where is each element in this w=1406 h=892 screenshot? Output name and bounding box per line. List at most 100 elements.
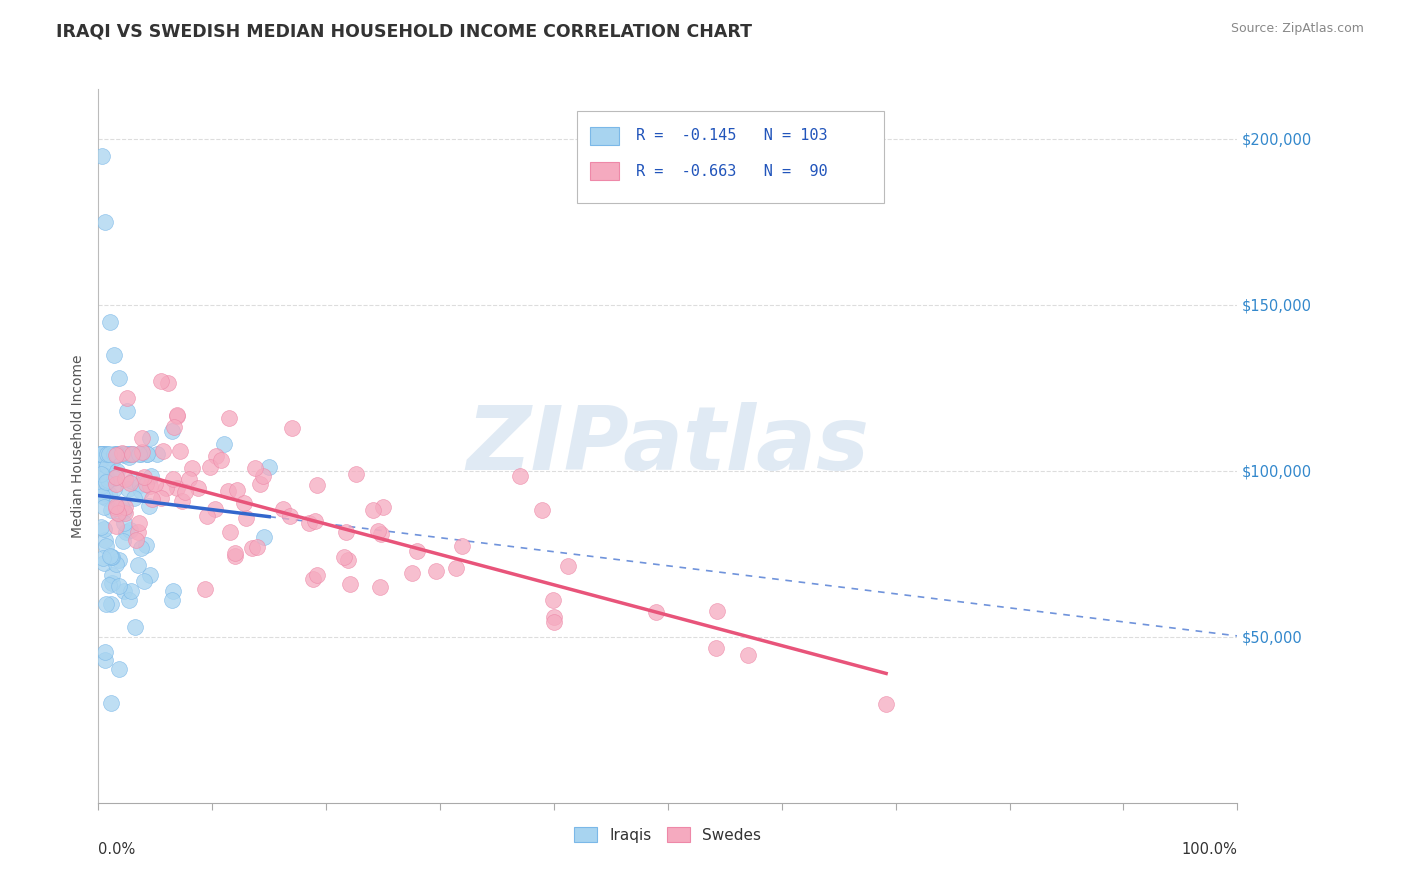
Point — [100, 503, 122, 517]
Point — [169, 444, 191, 458]
Point — [94, 491, 117, 506]
Point — [252, 530, 274, 544]
Point — [187, 481, 209, 495]
Point — [336, 553, 359, 567]
Point — [104, 470, 127, 484]
Point — [135, 476, 157, 491]
Point — [93, 522, 115, 536]
Point — [149, 491, 172, 505]
Point — [91, 550, 114, 565]
Point — [103, 348, 125, 362]
FancyBboxPatch shape — [591, 162, 619, 180]
Point — [162, 584, 184, 599]
Point — [370, 526, 392, 541]
Point — [105, 558, 128, 572]
Point — [135, 447, 157, 461]
Y-axis label: Median Household Income: Median Household Income — [70, 354, 84, 538]
Point — [304, 514, 326, 528]
Point — [143, 477, 166, 491]
Point — [129, 447, 152, 461]
Point — [509, 468, 531, 483]
Point — [101, 452, 124, 467]
Text: 0.0%: 0.0% — [98, 842, 135, 857]
Point — [93, 500, 115, 515]
Point — [557, 558, 579, 573]
Point — [112, 447, 135, 461]
Point — [543, 609, 565, 624]
Point — [90, 520, 112, 534]
Point — [101, 567, 124, 582]
Point — [704, 641, 727, 656]
Point — [141, 491, 163, 506]
Point — [93, 447, 115, 461]
Point — [737, 648, 759, 663]
Point — [90, 467, 112, 482]
FancyBboxPatch shape — [576, 111, 884, 203]
Point — [541, 593, 564, 607]
Point — [93, 215, 115, 229]
Point — [98, 314, 121, 328]
Point — [118, 476, 141, 491]
Point — [108, 507, 131, 521]
Point — [104, 499, 127, 513]
Point — [105, 447, 128, 461]
Point — [122, 447, 145, 461]
Point — [105, 465, 128, 479]
Point — [368, 580, 391, 594]
Point — [103, 447, 125, 461]
Point — [875, 698, 897, 712]
Point — [706, 604, 728, 618]
Point — [94, 533, 117, 547]
Point — [298, 516, 321, 530]
Point — [90, 447, 112, 461]
Point — [96, 447, 118, 461]
Point — [450, 539, 472, 553]
Point — [179, 472, 201, 486]
Point — [218, 410, 240, 425]
Point — [93, 486, 115, 500]
Point — [100, 549, 122, 564]
Point — [101, 576, 124, 591]
Point — [139, 568, 162, 582]
Point — [200, 460, 222, 475]
Point — [131, 445, 153, 459]
Point — [108, 447, 131, 461]
Point — [107, 553, 129, 567]
Point — [401, 566, 423, 580]
Point — [94, 645, 117, 659]
Point — [195, 509, 218, 524]
Point — [90, 478, 112, 492]
Point — [98, 487, 121, 501]
Point — [103, 482, 125, 496]
Point — [122, 491, 145, 505]
Point — [194, 582, 217, 596]
Point — [131, 541, 153, 555]
Point — [117, 482, 139, 496]
Point — [333, 550, 356, 565]
Point — [121, 447, 143, 461]
Point — [157, 376, 180, 390]
Point — [173, 485, 195, 500]
Point — [181, 461, 204, 475]
Point — [128, 516, 150, 530]
Point — [644, 605, 666, 619]
Text: 100.0%: 100.0% — [1181, 842, 1237, 857]
Text: IRAQI VS SWEDISH MEDIAN HOUSEHOLD INCOME CORRELATION CHART: IRAQI VS SWEDISH MEDIAN HOUSEHOLD INCOME… — [56, 22, 752, 40]
Point — [117, 391, 139, 405]
Point — [114, 524, 136, 539]
Point — [302, 572, 325, 586]
Text: R =  -0.663   N =  90: R = -0.663 N = 90 — [636, 164, 828, 178]
Point — [243, 461, 266, 475]
Point — [104, 501, 127, 516]
Point — [166, 481, 188, 495]
FancyBboxPatch shape — [591, 127, 619, 145]
Point — [114, 472, 136, 486]
Point — [118, 593, 141, 607]
Point — [134, 574, 156, 588]
Point — [96, 475, 118, 489]
Point — [97, 473, 120, 487]
Point — [112, 583, 135, 598]
Point — [104, 519, 127, 533]
Point — [162, 593, 184, 607]
Point — [281, 421, 304, 435]
